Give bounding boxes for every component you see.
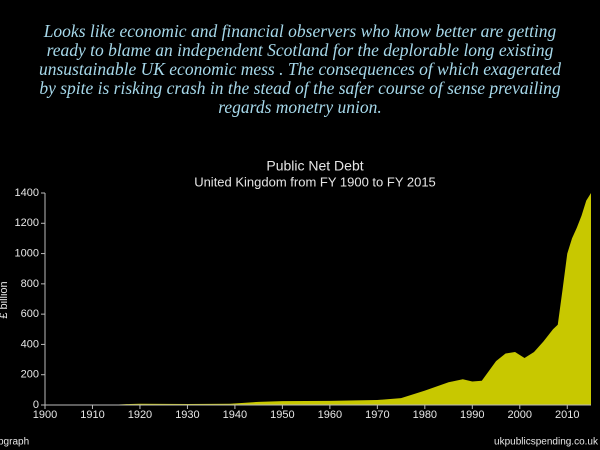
x-tick-label: 1990: [460, 409, 484, 421]
caption-line: ready to blame an independent Scotland f…: [46, 40, 554, 60]
caption-line: unsustainable UK economic mess . The con…: [39, 59, 561, 79]
y-tick-label: 800: [21, 278, 39, 290]
footer-left: pgraph: [0, 437, 29, 448]
y-axis-label: £ billion: [0, 281, 10, 318]
y-tick-label: 400: [21, 338, 39, 350]
x-tick-label: 2000: [508, 409, 532, 421]
caption-line: by spite is risking crash in the stead o…: [39, 78, 561, 98]
x-tick-label: 1950: [270, 409, 294, 421]
area: [45, 193, 591, 405]
x-tick-label: 1980: [413, 409, 437, 421]
chart-subtitle: United Kingdom from FY 1900 to FY 2015: [194, 174, 436, 189]
y-tick-label: 200: [21, 369, 39, 381]
caption-line: regards monetry union.: [218, 97, 382, 117]
x-tick-label: 1940: [223, 409, 247, 421]
x-tick-label: 1910: [80, 409, 104, 421]
y-tick-label: 0: [33, 399, 39, 411]
x-tick-label: 1920: [128, 409, 152, 421]
footer-right: ukpublicspending.co.uk: [494, 437, 599, 448]
x-tick-label: 1900: [33, 409, 57, 421]
caption-line: Looks like economic and financial observ…: [43, 21, 557, 41]
x-tick-label: 1970: [365, 409, 389, 421]
y-tick-label: 1200: [15, 217, 39, 229]
caption: Looks like economic and financial observ…: [0, 22, 600, 117]
x-tick-label: 1930: [175, 409, 199, 421]
y-tick-label: 1000: [15, 247, 39, 259]
x-tick-label: 2010: [555, 409, 579, 421]
x-tick-label: 1960: [318, 409, 342, 421]
chart-title: Public Net Debt: [266, 158, 363, 174]
y-tick-label: 1400: [15, 187, 39, 199]
y-tick-label: 600: [21, 308, 39, 320]
